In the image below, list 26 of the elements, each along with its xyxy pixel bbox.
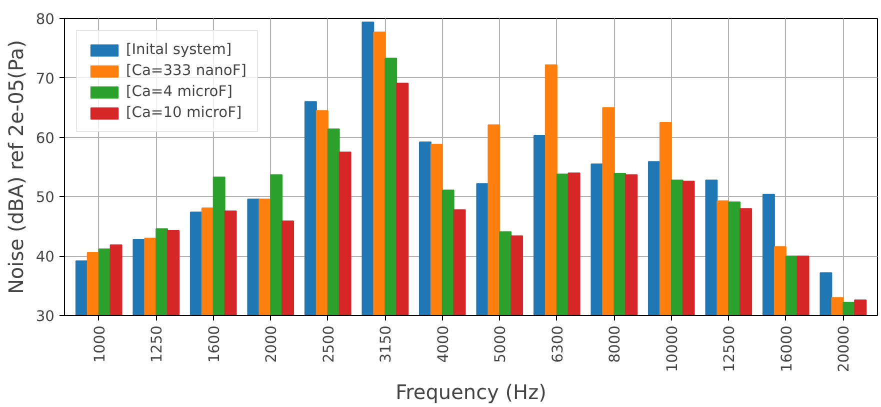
y-axis-title: Noise (dBA) ref 2e-05(Pa) bbox=[4, 40, 28, 294]
legend-label: [Inital system] bbox=[126, 41, 232, 58]
x-tick-label: 2000 bbox=[263, 325, 280, 363]
x-tick-label: 6300 bbox=[549, 325, 566, 363]
x-tick-label: 16000 bbox=[778, 326, 796, 372]
x-tick-label: 8000 bbox=[606, 325, 624, 363]
x-tick-label: 10000 bbox=[664, 326, 681, 372]
y-tick-label: 80 bbox=[36, 11, 55, 28]
legend-label: [Ca=10 microF] bbox=[126, 104, 242, 121]
x-tick-label: 1600 bbox=[206, 325, 223, 363]
x-tick-label: 20000 bbox=[836, 326, 853, 372]
x-tick-label: 12500 bbox=[721, 326, 738, 372]
y-tick-label: 30 bbox=[36, 308, 55, 325]
x-tick-label: 5000 bbox=[492, 325, 510, 363]
y-tick-label: 60 bbox=[36, 130, 55, 147]
x-tick-label: 4000 bbox=[434, 325, 452, 363]
x-tick-label: 2500 bbox=[320, 325, 338, 363]
x-axis-title: Frequency (Hz) bbox=[396, 380, 546, 404]
legend-label: [Ca=333 nanoF] bbox=[126, 62, 247, 79]
y-tick-label: 50 bbox=[36, 189, 55, 206]
x-tick-label: 3150 bbox=[378, 325, 395, 363]
legend-label: [Ca=4 microF] bbox=[126, 83, 232, 100]
x-tick-label: 1000 bbox=[91, 325, 108, 363]
y-tick-label: 40 bbox=[36, 248, 55, 266]
x-tick-label: 1250 bbox=[148, 325, 166, 363]
y-tick-label: 70 bbox=[36, 70, 55, 88]
